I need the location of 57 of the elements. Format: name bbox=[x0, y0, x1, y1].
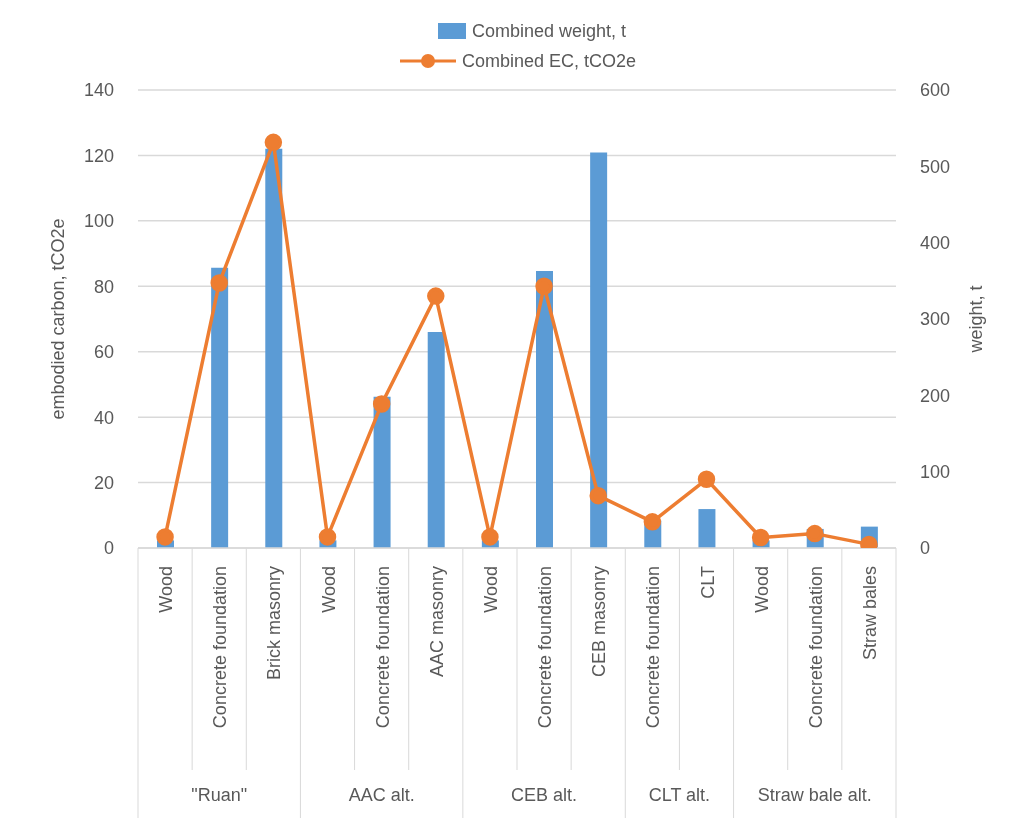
point bbox=[372, 395, 391, 413]
x-tick-label: Wood bbox=[751, 566, 772, 613]
y-tick-label: 140 bbox=[83, 80, 114, 101]
text: Straw bale alt. bbox=[757, 785, 872, 805]
point bbox=[427, 287, 445, 305]
y-tick-label: 120 bbox=[83, 145, 114, 166]
x-tick-label: Concrete foundation bbox=[372, 566, 393, 729]
x-tick-label: Wood bbox=[318, 566, 339, 613]
point bbox=[156, 528, 174, 546]
point bbox=[318, 528, 337, 546]
x-tick-label: Concrete foundation bbox=[210, 566, 231, 729]
y2-tick-label: 200 bbox=[920, 385, 951, 406]
x-tick-label: AAC masonry bbox=[426, 566, 447, 678]
point bbox=[697, 470, 716, 489]
y2-tick-label: 0 bbox=[920, 538, 931, 559]
y-tick-label: 60 bbox=[93, 342, 114, 363]
text: CEB alt. bbox=[511, 785, 578, 805]
bar bbox=[265, 148, 283, 548]
point bbox=[643, 513, 662, 531]
text: CLT alt. bbox=[648, 785, 711, 805]
x-tick-label: Brick masonry bbox=[264, 566, 285, 681]
x-tick-label: Wood bbox=[480, 566, 501, 613]
legend-label: Combined weight, t bbox=[471, 20, 627, 42]
point bbox=[751, 528, 770, 547]
bar bbox=[536, 270, 553, 548]
point bbox=[481, 528, 499, 546]
y2-tick-label: 600 bbox=[920, 80, 951, 101]
point bbox=[589, 486, 607, 505]
y-axis-title: embodied carbon, tCO2e bbox=[48, 218, 69, 420]
legend-label: Combined EC, tCO2e bbox=[461, 50, 637, 72]
x-tick-label: Concrete foundation bbox=[805, 566, 826, 729]
bar bbox=[427, 331, 445, 548]
y-tick-label: 100 bbox=[83, 211, 114, 232]
x-tick-label: CEB masonry bbox=[589, 566, 610, 678]
x-tick-label: CLT bbox=[697, 566, 718, 599]
x-tick-label: Straw bales bbox=[859, 566, 880, 661]
bar bbox=[590, 152, 608, 548]
y-tick-label: 80 bbox=[93, 276, 114, 297]
x-tick-label: Concrete foundation bbox=[643, 566, 664, 729]
y2-axis-title: weight, t bbox=[966, 285, 987, 354]
text: "Ruan" bbox=[191, 785, 248, 805]
bar bbox=[698, 509, 716, 548]
y2-tick-label: 300 bbox=[920, 309, 951, 330]
point bbox=[806, 524, 824, 543]
x-tick-label: Wood bbox=[156, 566, 177, 613]
text: AAC alt. bbox=[348, 785, 415, 805]
y-tick-label: 0 bbox=[103, 538, 114, 559]
y-tick-label: 40 bbox=[93, 407, 114, 428]
x-tick-label: Concrete foundation bbox=[535, 566, 556, 729]
y2-tick-label: 100 bbox=[920, 462, 951, 483]
point bbox=[535, 277, 553, 296]
point bbox=[210, 274, 228, 292]
y-tick-label: 20 bbox=[93, 472, 114, 493]
bar bbox=[211, 267, 229, 548]
y2-tick-label: 400 bbox=[920, 233, 951, 254]
y2-tick-label: 500 bbox=[920, 156, 951, 177]
point bbox=[264, 133, 283, 152]
